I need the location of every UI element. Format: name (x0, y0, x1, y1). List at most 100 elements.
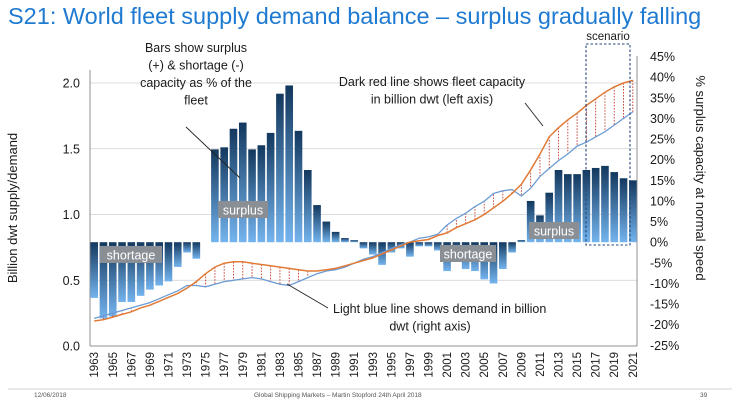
footer-source: Global Shipping Markets – Martin Stopfor… (254, 392, 422, 399)
demand-note-line-1: dwt (right axis) (389, 320, 470, 334)
supply-note-line-0: Dark red line shows fleet capacity (339, 75, 526, 89)
left-tick-label-3: 1.5 (63, 142, 80, 156)
right-tick-label-2: -15% (650, 298, 679, 312)
x-tick-label-2009: 2009 (516, 352, 528, 378)
bar-2017 (591, 167, 600, 243)
shortage-label-early-box (100, 246, 162, 263)
demand-note-pointer (286, 283, 329, 309)
page-title: S21: World fleet supply demand balance –… (8, 3, 702, 29)
x-tick-label-2005: 2005 (479, 352, 491, 378)
right-tick-label-13: 40% (650, 71, 675, 85)
x-tick-label-2021: 2021 (628, 352, 640, 378)
bar-1967 (127, 242, 136, 303)
x-tick-label-2011: 2011 (535, 352, 547, 377)
right-tick-label-0: -25% (650, 339, 679, 353)
bar-1963 (90, 242, 98, 298)
bar-1985 (294, 130, 303, 243)
x-tick-label-1999: 1999 (424, 352, 436, 378)
right-tick-label-6: 5% (650, 215, 668, 229)
bar-1991 (350, 240, 359, 243)
bar-1977 (220, 147, 229, 243)
bar-2000 (433, 242, 442, 251)
bar-2010 (526, 200, 535, 243)
bar-1989 (331, 231, 340, 243)
bar-2019 (610, 172, 619, 243)
surplus-label-early-box (218, 201, 268, 218)
bar-1978 (229, 128, 238, 243)
left-tick-label-2: 1.0 (63, 208, 80, 222)
bar-1983 (276, 93, 284, 243)
x-tick-label-1979: 1979 (238, 352, 250, 378)
x-tick-label-1997: 1997 (405, 352, 417, 378)
shortage-label-late-box (440, 245, 496, 262)
x-tick-label-1987: 1987 (312, 352, 324, 378)
scenario-box (585, 43, 631, 246)
bar-1973 (183, 242, 191, 253)
surplus-label-late-box (529, 222, 579, 239)
surplus-label-late: surplus (534, 225, 574, 239)
x-tick-label-1981: 1981 (256, 352, 268, 378)
right-tick-label-10: 25% (650, 133, 675, 147)
bar-1980 (248, 149, 256, 243)
bar-2013 (554, 170, 563, 243)
bar-1979 (238, 122, 247, 243)
right-tick-label-9: 20% (650, 153, 675, 167)
bar-1987 (313, 205, 321, 243)
bar-1982 (266, 132, 275, 243)
x-tick-label-1973: 1973 (182, 352, 194, 378)
x-tick-label-2007: 2007 (498, 352, 510, 378)
x-tick-label-1989: 1989 (331, 352, 343, 378)
left-tick-label-0: 0.0 (63, 340, 80, 354)
x-tick-label-2015: 2015 (572, 352, 584, 378)
left-tick-label-4: 2.0 (63, 77, 80, 91)
bar-1974 (192, 242, 201, 259)
right-tick-label-14: 45% (650, 50, 675, 64)
supply-demand-chart: 0.0 0.5 1.0 1.5 2.0 -25% -20% -15% -10% -5% 0% 5% 10… (5, 31, 732, 390)
right-tick-label-3: -10% (650, 277, 679, 291)
right-tick-label-12: 35% (650, 91, 675, 105)
bar-1965 (108, 242, 117, 317)
bar-1988 (322, 221, 331, 243)
bar-1999 (424, 242, 433, 247)
right-tick-label-11: 30% (650, 112, 675, 126)
bars-note-line-2: capacity as % of the (140, 76, 252, 90)
x-tick-label-1993: 1993 (368, 352, 380, 378)
bar-2014 (564, 174, 572, 243)
bar-2015 (573, 174, 581, 243)
x-tick-label-1971: 1971 (164, 352, 176, 378)
x-tick-label-2001: 2001 (442, 352, 454, 378)
bars-note-pointer (185, 126, 241, 179)
shortage-label-late: shortage (444, 248, 493, 262)
x-tick-label-1963: 1963 (89, 352, 101, 378)
x-tick-label-1969: 1969 (145, 352, 157, 378)
x-tick-label-2019: 2019 (609, 352, 621, 378)
right-tick-label-7: 10% (650, 194, 675, 208)
gap-hatch-group (103, 80, 634, 320)
x-tick-label-1991: 1991 (349, 352, 361, 378)
x-tick-label-1967: 1967 (126, 352, 138, 378)
bar-1964 (99, 242, 108, 319)
bar-1972 (173, 242, 182, 267)
bar-2012 (545, 192, 554, 243)
right-axis-title: % surplus capacity at normal speed (693, 75, 708, 280)
bar-2016 (582, 170, 591, 243)
bar-2006 (489, 242, 498, 284)
shortage-label-early: shortage (107, 249, 156, 263)
page-number: 39 (700, 392, 708, 399)
supply-line (94, 79, 634, 322)
bar-2018 (601, 165, 609, 243)
surplus-label-early: surplus (223, 204, 263, 218)
scenario-label: scenario (586, 31, 629, 43)
bar-2007 (498, 242, 507, 270)
x-tick-label-1985: 1985 (294, 352, 306, 378)
bar-1968 (136, 242, 145, 296)
demand-note-line-0: Light blue line shows demand in billion (333, 302, 546, 316)
right-tick-label-4: -5% (650, 256, 672, 270)
x-tick-label-1977: 1977 (219, 352, 231, 378)
bar-1969 (146, 242, 154, 290)
bar-1997 (406, 242, 414, 257)
bar-1995 (387, 242, 396, 253)
right-tick-label-5: 0% (650, 236, 668, 250)
bar-1984 (285, 85, 294, 243)
x-tick-label-2017: 2017 (591, 352, 603, 378)
